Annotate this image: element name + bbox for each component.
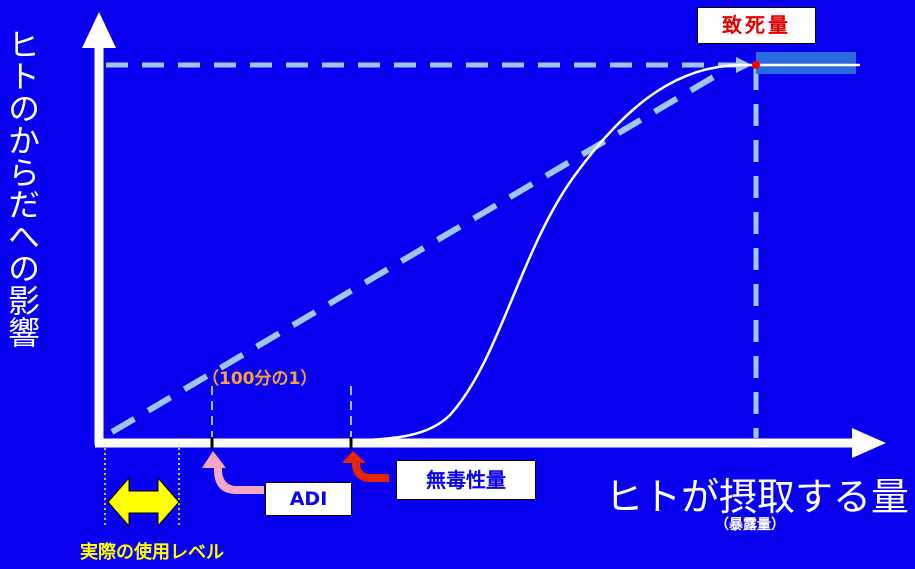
- actual-use-range-arrow: [107, 476, 180, 528]
- lethal-bar: [756, 52, 856, 74]
- noael-pointer-arrow: [342, 451, 389, 482]
- lethal-dose-label: 致死量: [697, 7, 816, 44]
- hundredth-label: （100分の1）: [202, 369, 318, 389]
- y-axis-label: ヒトのからだへの影響: [3, 28, 41, 348]
- adi-label: ADI: [265, 482, 352, 516]
- x-axis-label: ヒトが摂取する量: [605, 475, 910, 519]
- x-axis-sublabel: （暴露量）: [715, 517, 785, 533]
- actual-use-level-label: 実際の使用レベル: [80, 542, 224, 563]
- diagonal-dashed-line: [110, 69, 724, 435]
- dose-response-curve: [105, 63, 860, 443]
- noael-label: 無毒性量: [396, 460, 536, 500]
- y-axis-arrowhead: [82, 12, 116, 48]
- adi-pointer-arrow: [202, 451, 264, 494]
- lethal-point-dot: [752, 61, 760, 69]
- x-axis-arrowhead: [852, 428, 886, 458]
